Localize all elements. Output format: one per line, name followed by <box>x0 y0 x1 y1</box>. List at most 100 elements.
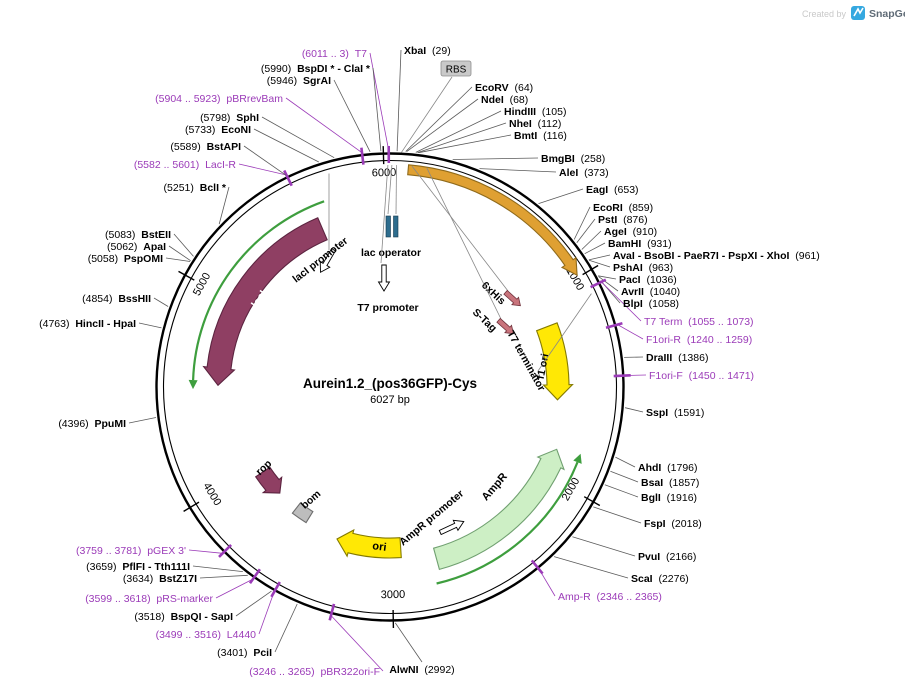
site-label-avai-bsobi-paer7i-pspxi-xhoi[interactable]: AvaI - BsoBI - PaeR7I - PspXI - XhoI (96… <box>613 250 820 262</box>
site-label-amp-r[interactable]: Amp-R (2346 .. 2365) <box>558 591 662 603</box>
callout-lines <box>128 49 647 672</box>
site-label-bcli[interactable]: (5251) BclI * <box>164 182 227 194</box>
site-label-bmgbi[interactable]: BmgBI (258) <box>541 153 605 165</box>
site-label-t7-term[interactable]: T7 Term (1055 .. 1073) <box>644 316 754 328</box>
marker-label-s-tag[interactable]: S-Tag <box>470 306 499 334</box>
site-label-sgrai[interactable]: (5946) SgrAI <box>267 75 331 87</box>
callout-line-bamhi <box>584 242 606 255</box>
primer-site-tick-pbrrevbam <box>360 147 365 165</box>
site-label-xbai[interactable]: XbaI (29) <box>404 45 451 57</box>
feature-label-ampr[interactable]: AmpR <box>480 471 510 503</box>
callout-line-ppumi <box>128 417 157 424</box>
site-label-bsshii[interactable]: (4854) BssHII <box>82 293 151 305</box>
lac-operator-slat[interactable] <box>385 215 391 238</box>
plasmid-size: 6027 bp <box>370 394 410 406</box>
site-label-ahdi[interactable]: AhdI (1796) <box>638 462 698 474</box>
site-label-laci-r[interactable]: (5582 .. 5601) LacI-R <box>134 159 237 171</box>
site-label-bsteii[interactable]: (5083) BstEII <box>105 229 171 241</box>
site-label-psti[interactable]: PstI (876) <box>598 214 648 226</box>
site-label-scai[interactable]: ScaI (2276) <box>631 573 689 585</box>
tag-arrow-s-tag[interactable] <box>495 317 517 338</box>
site-label-bsai[interactable]: BsaI (1857) <box>641 477 699 489</box>
site-label-pcii[interactable]: (3401) PciI <box>217 647 272 659</box>
site-label-prs-marker[interactable]: (3599 .. 3618) pRS-marker <box>85 593 213 605</box>
lac-operator-slat[interactable] <box>393 215 399 238</box>
site-label-bstz17i[interactable]: (3634) BstZ17I <box>123 573 197 585</box>
callout-line-f1ori-r <box>617 324 644 340</box>
site-label-pvui[interactable]: PvuI (2166) <box>638 551 696 563</box>
site-label-draiii[interactable]: DraIII (1386) <box>646 352 708 364</box>
feature-rop[interactable] <box>254 466 283 494</box>
site-label-ecori[interactable]: EcoRI (859) <box>593 202 653 214</box>
callout-line-bmgbi <box>452 157 539 160</box>
site-label-f1ori-r[interactable]: F1ori-R (1240 .. 1259) <box>646 334 752 346</box>
feature-label-ori[interactable]: ori <box>372 540 387 554</box>
site-label-pflfi-tth111i[interactable]: (3659) PflFI - Tth111I <box>86 561 190 573</box>
tag-arrow-his6[interactable] <box>502 289 524 310</box>
site-label-pshai[interactable]: PshAI (963) <box>613 262 673 274</box>
site-label-l4440[interactable]: (3499 .. 3516) L4440 <box>156 629 257 641</box>
site-label-bmti[interactable]: BmtI (116) <box>514 130 567 142</box>
site-label-blpi[interactable]: BlpI (1058) <box>623 298 679 310</box>
site-label-bgli[interactable]: BglI (1916) <box>641 492 697 504</box>
callout-line-sspi <box>625 407 644 413</box>
feature-bom[interactable] <box>291 502 314 524</box>
site-label-apai[interactable]: (5062) ApaI <box>107 241 166 253</box>
site-label-fspi[interactable]: FspI (2018) <box>644 518 702 530</box>
callout-line-bstz17i <box>199 574 248 579</box>
callout-line-l4440 <box>258 592 275 635</box>
site-label-nhei[interactable]: NheI (112) <box>509 118 561 130</box>
site-label-bspqi-sapi[interactable]: (3518) BspQI - SapI <box>134 611 233 623</box>
primer-site-tick-pbr322ori-f <box>328 603 336 621</box>
site-label-ppumi[interactable]: (4396) PpuMI <box>58 418 126 430</box>
feature-label-bom[interactable]: bom <box>299 488 324 512</box>
orf-arrowhead-laci-orf <box>188 379 198 390</box>
promoter-arrow-laci-promoter[interactable] <box>316 247 339 275</box>
site-label-eagi[interactable]: EagI (653) <box>586 184 639 196</box>
marker-label-lac-operator[interactable]: lac operator <box>361 247 421 259</box>
site-label-sspi[interactable]: SspI (1591) <box>646 407 704 419</box>
feature-label-f1-ori[interactable]: f1 ori <box>535 353 552 381</box>
site-label-bstapi[interactable]: (5589) BstAPI <box>170 141 241 153</box>
plasmid-title-block: Aurein1.2_(pos36GFP)-Cys 6027 bp <box>303 376 477 406</box>
site-label-f1ori-f[interactable]: F1ori-F (1450 .. 1471) <box>649 370 754 382</box>
site-label-pgex-3[interactable]: (3759 .. 3781) pGEX 3' <box>76 545 186 557</box>
callout-line-pgex-3 <box>188 549 223 554</box>
feature-pointer-lac-operator <box>395 165 397 215</box>
site-label-pspomi[interactable]: (5058) PspOMI <box>88 253 163 265</box>
marker-label-t7-promoter[interactable]: T7 promoter <box>357 302 418 314</box>
callout-line-hindiii <box>415 110 502 153</box>
feature-laci[interactable] <box>202 217 328 387</box>
site-label-econi[interactable]: (5733) EcoNI <box>185 124 251 136</box>
feature-ori[interactable] <box>336 528 402 559</box>
site-label-t7[interactable]: (6011 .. 3) T7 <box>302 48 367 60</box>
site-label-alwni[interactable]: AlwNI (2992) <box>389 664 454 676</box>
site-label-bamhi[interactable]: BamHI (931) <box>608 238 672 250</box>
feature-ampr[interactable] <box>432 448 565 571</box>
site-label-alei[interactable]: AleI (373) <box>559 167 609 179</box>
promoter-arrow-ampr-promoter[interactable] <box>438 517 466 538</box>
callout-line-pvui <box>572 536 636 557</box>
site-label-paci[interactable]: PacI (1036) <box>619 274 677 286</box>
site-label-sphi[interactable]: (5798) SphI <box>200 112 259 124</box>
promoter-arrow-t7-promoter[interactable] <box>377 264 391 292</box>
marker-label-ampr-promoter[interactable]: AmpR promoter <box>397 488 466 549</box>
site-label-ndei[interactable]: NdeI (68) <box>481 94 528 106</box>
site-label-ecorv[interactable]: EcoRV (64) <box>475 82 533 94</box>
site-label-pbr322ori-f[interactable]: (3246 .. 3265) pBR322ori-F <box>249 666 380 678</box>
tick-mark-4000 <box>183 501 200 512</box>
primer-site-tick-pgex-3 <box>218 543 233 558</box>
snapgene-logo-glyph <box>853 7 864 17</box>
feature-f1-ori[interactable] <box>535 322 574 401</box>
feature-aurein-gfp-cds[interactable] <box>407 164 578 277</box>
site-label-hindiii[interactable]: HindIII (105) <box>504 106 566 118</box>
rbs-box[interactable] <box>440 60 472 77</box>
primer-site-tick-laci-r <box>283 169 293 187</box>
site-label-agei[interactable]: AgeI (910) <box>604 226 657 238</box>
site-label-bspdi-clai[interactable]: (5990) BspDI * - ClaI * <box>261 63 371 75</box>
site-label-avrii[interactable]: AvrII (1040) <box>621 286 680 298</box>
site-label-hincii-hpai[interactable]: (4763) HincII - HpaI <box>39 318 136 330</box>
site-label-pbrrevbam[interactable]: (5904 .. 5923) pBRrevBam <box>155 93 283 105</box>
